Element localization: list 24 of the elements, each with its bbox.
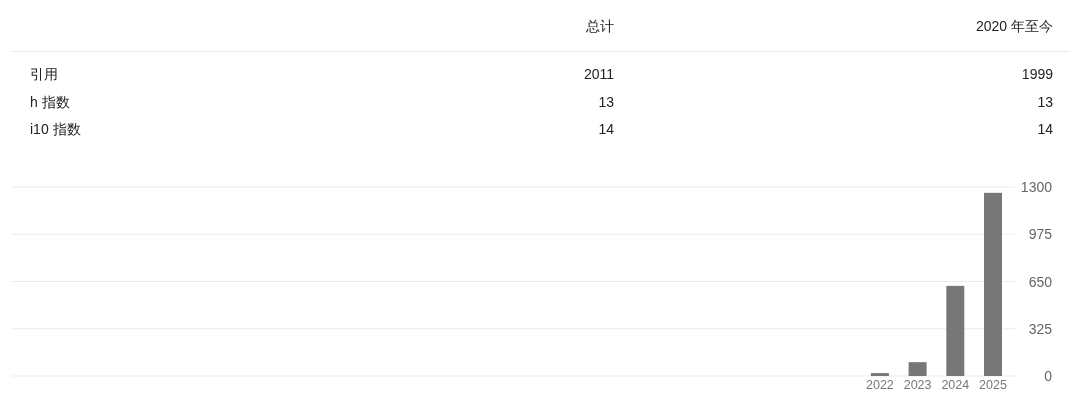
text: 总计 [585, 18, 614, 34]
x-tick-label: 2024 [941, 378, 970, 392]
text: 14 [1037, 121, 1054, 137]
x-tick-label: 2023 [903, 378, 932, 392]
bar [908, 362, 927, 376]
y-tick-label: 650 [1028, 273, 1053, 290]
text: 2011 [583, 66, 615, 82]
text: i10 指数 [30, 121, 81, 137]
text: 1999 [1021, 66, 1054, 82]
text: 14 [598, 121, 615, 137]
bar [984, 192, 1002, 376]
text: h 指数 [30, 93, 70, 110]
x-tick-label: 2022 [865, 378, 894, 392]
text: 13 [598, 93, 615, 110]
x-tick-label: 2025 [979, 378, 1007, 392]
text: 引用 [30, 66, 58, 82]
y-tick-label: 325 [1028, 320, 1053, 337]
text: 2020 年至今 [975, 18, 1053, 34]
y-tick-label: 975 [1028, 226, 1053, 243]
bar [870, 373, 889, 376]
y-tick-label: 1300 [1020, 179, 1053, 195]
text: 13 [1037, 93, 1054, 110]
bar [946, 285, 965, 376]
y-tick-label: 0 [1044, 368, 1053, 384]
